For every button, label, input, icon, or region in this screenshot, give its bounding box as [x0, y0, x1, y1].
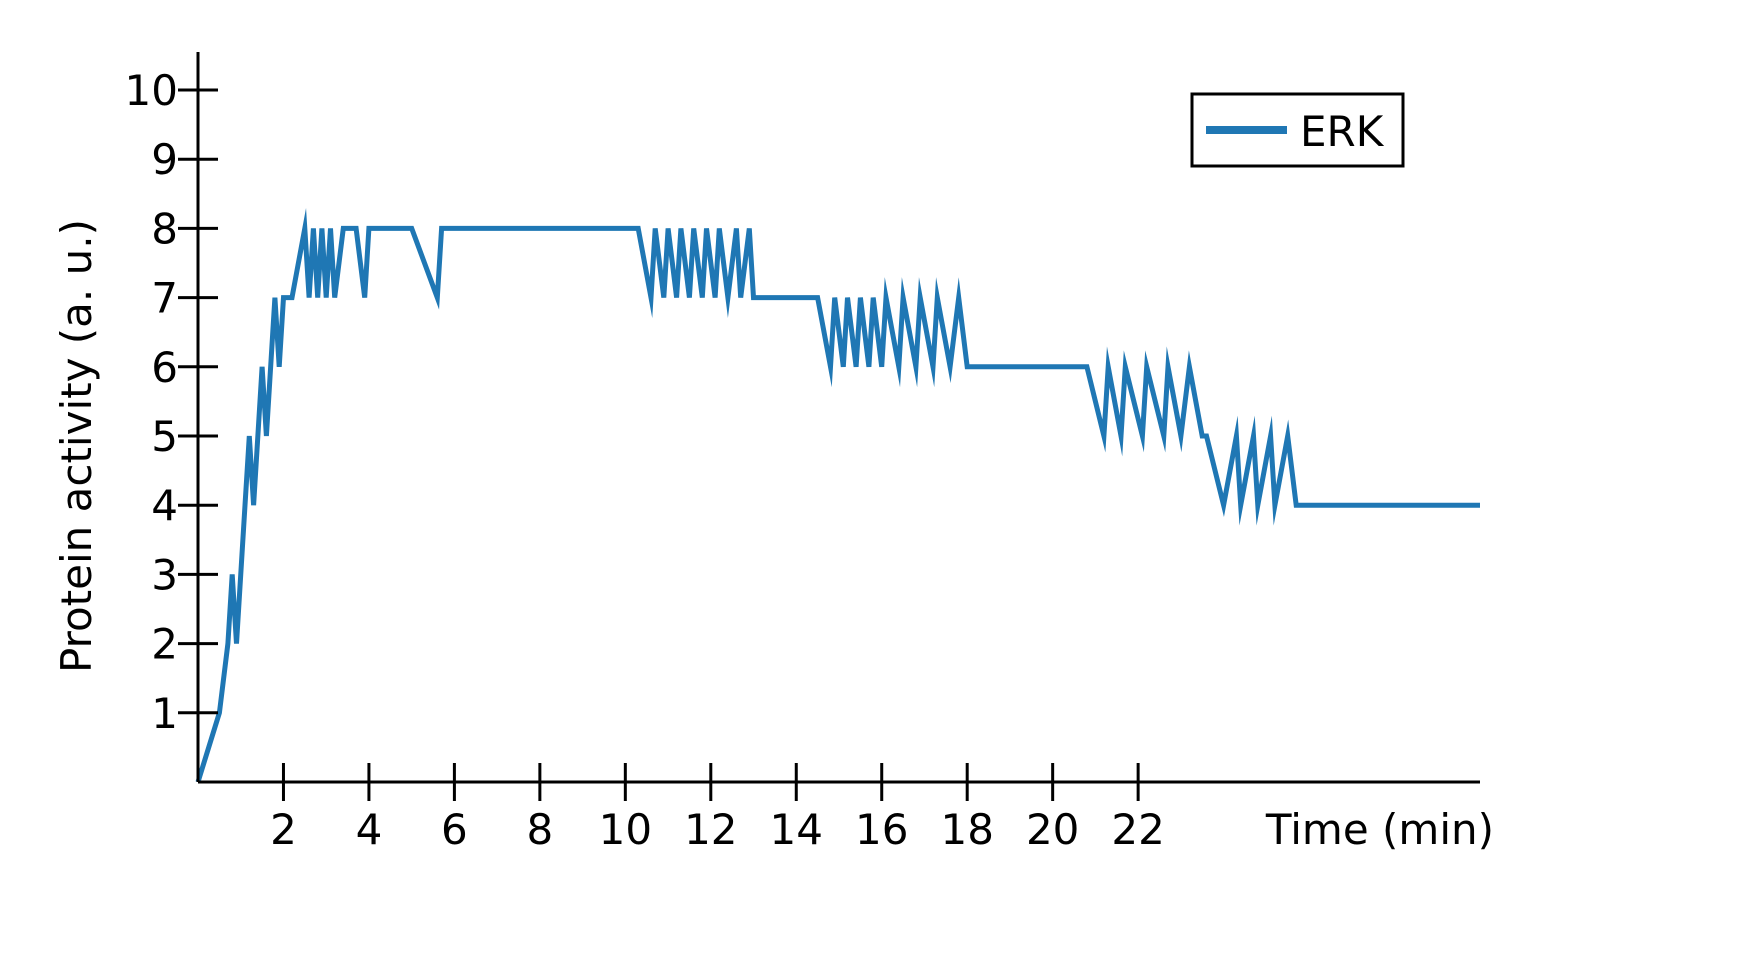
x-tick-label: 10 [599, 805, 652, 854]
x-tick-label: 20 [1026, 805, 1079, 854]
y-tick-label: 1 [151, 689, 178, 738]
x-tick-label: 12 [684, 805, 737, 854]
x-tick-label: 22 [1111, 805, 1164, 854]
x-tick-label: 6 [441, 805, 468, 854]
legend-label-erk: ERK [1300, 107, 1385, 156]
y-tick-label: 9 [151, 135, 178, 184]
y-tick-label: 8 [151, 204, 178, 253]
y-axis: 1 2 3 4 5 6 7 8 9 10 [125, 52, 218, 782]
y-axis-title: Protein activity (a. u.) [52, 219, 101, 673]
plot-area [195, 207, 1480, 783]
y-tick-label: 3 [151, 550, 178, 599]
x-tick-label: 18 [940, 805, 993, 854]
y-tick-label: 10 [125, 66, 178, 115]
y-tick-label: 5 [151, 412, 178, 461]
y-tick-label: 4 [151, 481, 178, 530]
x-tick-label: 4 [356, 805, 383, 854]
x-tick-label: 16 [855, 805, 908, 854]
series-line-erk [195, 207, 1480, 783]
x-axis: 2 4 6 8 10 12 14 16 18 20 22 [198, 763, 1480, 854]
x-tick-label: 2 [270, 805, 297, 854]
x-tick-label: 8 [526, 805, 553, 854]
y-tick-label: 7 [151, 274, 178, 323]
x-tick-label: 14 [770, 805, 823, 854]
y-tick-label: 6 [151, 343, 178, 392]
x-axis-title: Time (min) [1265, 805, 1494, 854]
legend: ERK [1190, 92, 1405, 168]
y-tick-label: 2 [151, 620, 178, 669]
